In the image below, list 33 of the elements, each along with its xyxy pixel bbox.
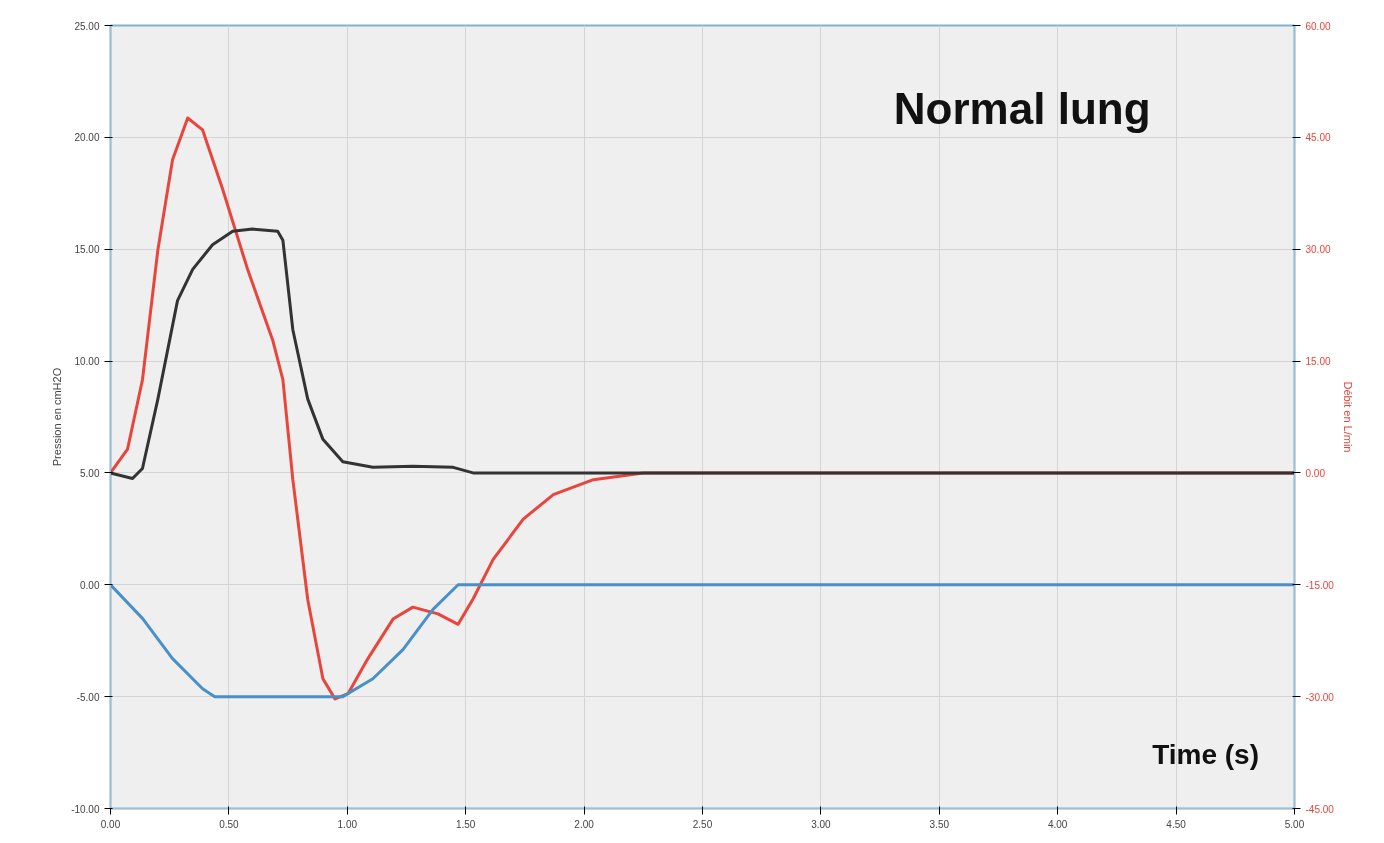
y2-tick-label: -30.00 (1305, 691, 1335, 703)
y-tick-label: 0.00 (80, 579, 100, 591)
text: Normal lung (893, 83, 1151, 133)
y2-tick-label: 60.00 (1305, 20, 1331, 32)
y2-tick-label: 30.00 (1305, 244, 1331, 256)
y2-axis-title: Débit en L/min (1341, 381, 1354, 453)
y-tick-label: 10.00 (74, 356, 100, 368)
y-tick-label: 20.00 (74, 132, 100, 144)
x-tick-label: 2.50 (692, 818, 713, 830)
y-tick-label: 15.00 (74, 244, 100, 256)
y-tick-label: 5.00 (80, 467, 100, 479)
x-tick-label: 3.50 (929, 818, 950, 830)
y-tick-label: 25.00 (74, 20, 100, 32)
x-tick-label: 1.50 (455, 818, 476, 830)
x-tick-label: 4.00 (1047, 818, 1068, 830)
x-tick-label: 1.00 (337, 818, 358, 830)
x-tick-label: 2.00 (574, 818, 595, 830)
y2-tick-label: 0.00 (1305, 467, 1326, 479)
x-tick-label: 5.00 (1284, 818, 1305, 830)
y2-tick-label: 15.00 (1305, 356, 1331, 368)
y2-tick-label: 45.00 (1305, 132, 1331, 144)
y-axis-title: Pression en cmH2O (51, 367, 64, 467)
x-tick-label: 3.00 (811, 818, 832, 830)
x-tick-label: 4.50 (1166, 818, 1187, 830)
y-tick-label: -5.00 (76, 691, 100, 703)
y-tick-label: -10.00 (71, 803, 100, 815)
x-tick-label: 0.50 (219, 818, 240, 830)
y2-tick-label: -45.00 (1305, 803, 1335, 815)
line-series (110, 583, 1295, 699)
x-axis-title: Time (s) (1152, 739, 1259, 771)
y2-tick-label: -15.00 (1305, 579, 1335, 591)
line-series (110, 227, 1295, 481)
x-tick-label: 0.00 (100, 818, 121, 830)
